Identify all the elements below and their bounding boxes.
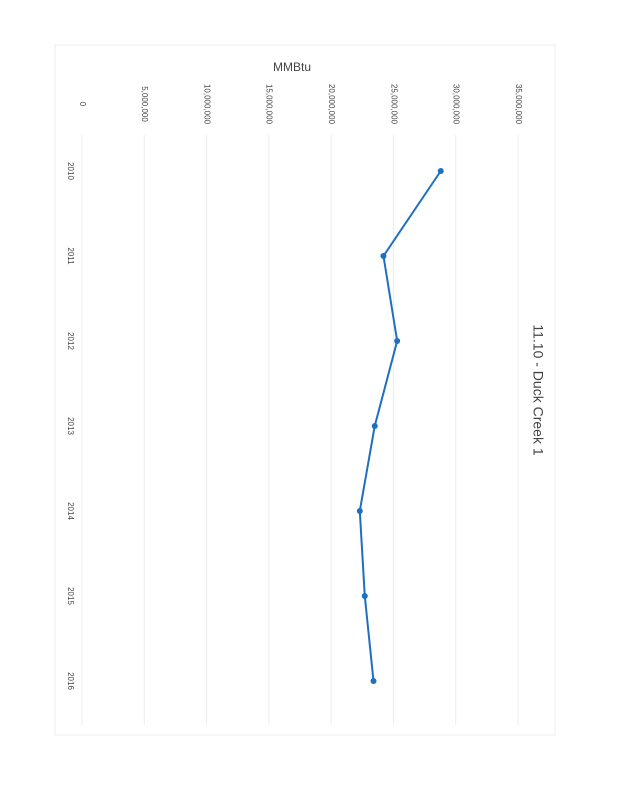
x-tick-label: 2011 bbox=[66, 247, 75, 265]
point bbox=[356, 508, 363, 514]
point bbox=[361, 593, 368, 599]
y-tick-label: 30,000,000 bbox=[452, 84, 461, 125]
y-tick-label: 20,000,000 bbox=[327, 84, 336, 125]
axis-title: MMBtu bbox=[273, 60, 311, 74]
point bbox=[371, 423, 378, 429]
y-tick-label: 35,000,000 bbox=[514, 84, 523, 125]
point bbox=[380, 253, 387, 259]
y-tick-label: 5,000,000 bbox=[140, 86, 149, 122]
chart-title: 11.10 - Duck Creek 1 bbox=[530, 324, 546, 455]
point bbox=[394, 338, 401, 344]
x-tick-label: 2012 bbox=[66, 332, 75, 350]
x-tick-label: 2014 bbox=[66, 502, 75, 520]
y-tick-label: 25,000,000 bbox=[389, 84, 398, 125]
chart-frame bbox=[54, 44, 556, 736]
x-tick-label: 2013 bbox=[66, 417, 75, 435]
x-tick-label: 2010 bbox=[66, 162, 75, 180]
y-tick-label: 10,000,000 bbox=[202, 84, 211, 125]
x-tick-label: 2016 bbox=[66, 672, 75, 690]
point bbox=[437, 168, 444, 174]
point bbox=[370, 678, 377, 684]
y-tick-label: 0 bbox=[78, 102, 87, 107]
y-tick-label: 15,000,000 bbox=[265, 84, 274, 125]
x-tick-label: 2015 bbox=[66, 587, 75, 605]
